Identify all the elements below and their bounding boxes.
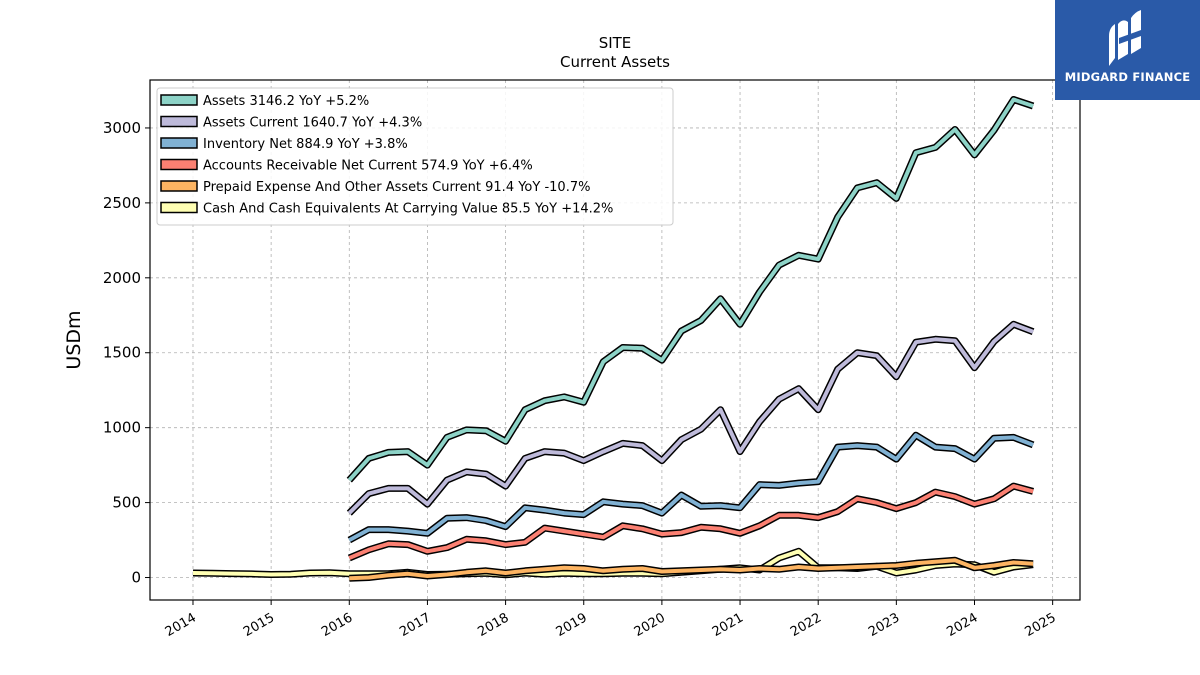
- y-axis-label: USDm: [63, 310, 85, 369]
- x-tick-label: 2018: [475, 610, 511, 640]
- legend-swatch: [160, 180, 198, 192]
- legend-label: Accounts Receivable Net Current 574.9 Yo…: [203, 159, 533, 174]
- legend-label: Assets Current 1640.7 YoY +4.3%: [203, 116, 422, 131]
- x-axis: 2014 2015 2016 2017 2018 2019 2020 2021 2022 2023…: [163, 600, 1059, 640]
- x-tick-label: 2014: [163, 610, 199, 640]
- y-tick-label: 2000: [103, 269, 141, 287]
- x-tick-label: 2020: [632, 610, 668, 640]
- series-line: [347, 97, 1034, 482]
- series-line: [347, 322, 1034, 515]
- legend-swatch: [160, 201, 198, 214]
- midgard-logo-icon: [1109, 10, 1141, 66]
- legend-swatch: [160, 94, 198, 106]
- chart-title: SITE: [599, 34, 632, 52]
- x-tick-label: 2025: [1022, 610, 1058, 640]
- x-tick-label: 2021: [710, 610, 746, 640]
- legend-label: Assets 3146.2 YoY +5.2%: [203, 94, 369, 109]
- x-tick-label: 2023: [866, 610, 902, 640]
- brand-name: MIDGARD FINANCE: [1064, 70, 1191, 84]
- y-tick-label: 1500: [103, 344, 141, 362]
- y-tick-label: 1000: [103, 419, 141, 437]
- series-line: [349, 558, 1034, 581]
- series-layer: [192, 96, 1035, 582]
- y-tick-label: 0: [131, 569, 141, 587]
- series-line-outline: [347, 431, 1035, 544]
- series-line: [348, 433, 1034, 542]
- x-tick-label: 2019: [554, 610, 590, 640]
- plot-frame: [149, 79, 1081, 601]
- y-axis: 0 500 1000 1500 2000 2500 3000: [103, 119, 150, 587]
- legend-swatch: [160, 137, 198, 149]
- legend-box: [156, 87, 674, 226]
- legend-label: Cash And Cash Equivalents At Carrying Va…: [203, 202, 613, 217]
- x-tick-label: 2022: [788, 610, 824, 640]
- legend-swatch: [160, 158, 198, 171]
- legend-label: Prepaid Expense And Other Assets Current…: [203, 180, 590, 195]
- series-line: [348, 484, 1034, 560]
- brand-logo: MIDGARD FINANCE: [1055, 0, 1200, 100]
- x-tick-label: 2016: [319, 610, 355, 640]
- x-tick-label: 2017: [397, 610, 433, 640]
- legend-label: Inventory Net 884.9 YoY +3.8%: [203, 137, 408, 152]
- x-tick-label: 2024: [944, 610, 980, 640]
- y-tick-label: 500: [112, 494, 141, 512]
- y-tick-label: 3000: [103, 119, 141, 137]
- legend: Assets 3146.2 YoY +5.2% Assets Current 16…: [156, 87, 674, 226]
- legend-swatch: [160, 115, 198, 128]
- chart-subtitle: Current Assets: [560, 53, 670, 71]
- y-tick-label: 2500: [103, 194, 141, 212]
- x-tick-label: 2015: [241, 610, 277, 640]
